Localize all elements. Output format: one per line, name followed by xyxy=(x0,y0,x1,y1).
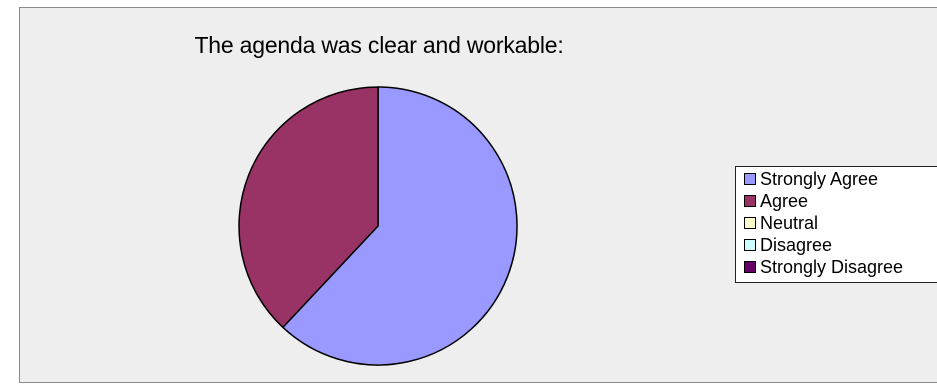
legend-label: Disagree xyxy=(760,235,833,255)
legend-swatch xyxy=(744,195,756,207)
legend-item: Neutral xyxy=(744,212,937,234)
legend-swatch xyxy=(744,173,756,185)
legend-label: Strongly Agree xyxy=(760,169,879,189)
pie-slice-agree xyxy=(238,86,379,329)
legend-item: Disagree xyxy=(744,234,937,256)
chart-title: The agenda was clear and workable: xyxy=(194,32,564,58)
pie-slice-strongly-agree xyxy=(282,86,518,366)
legend-item: Strongly Agree xyxy=(744,168,937,190)
legend-item: Strongly Disagree xyxy=(744,256,937,278)
legend-swatch xyxy=(744,261,756,273)
legend: Strongly Agree Agree Neutral Disagree St… xyxy=(735,166,937,283)
legend-swatch xyxy=(744,239,756,251)
legend-item: Agree xyxy=(744,190,937,212)
legend-label: Neutral xyxy=(760,213,819,233)
legend-label: Agree xyxy=(760,191,809,211)
legend-swatch xyxy=(744,217,756,229)
legend-label: Strongly Disagree xyxy=(760,257,904,277)
